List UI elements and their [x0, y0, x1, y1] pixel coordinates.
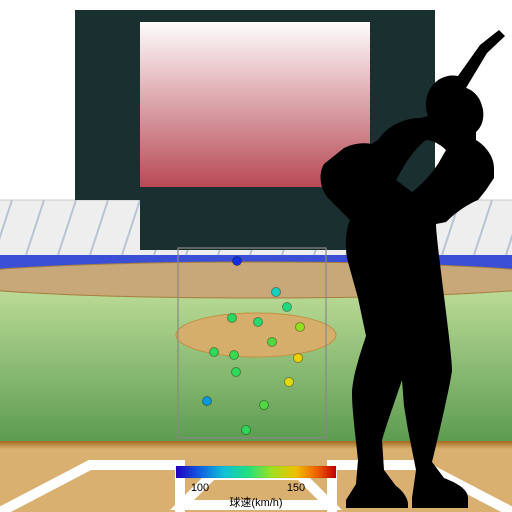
- pitch-location-chart: 100 150 球速(km/h): [0, 0, 512, 512]
- pitch-point: [294, 354, 303, 363]
- pitch-point: [260, 401, 269, 410]
- pitch-point: [228, 314, 237, 323]
- pitch-point: [272, 288, 281, 297]
- scoreboard-pillar: [140, 200, 370, 250]
- pitch-point: [283, 303, 292, 312]
- pitch-point: [254, 318, 263, 327]
- pitch-point: [268, 338, 277, 347]
- colorbar-tick-label: 150: [287, 482, 305, 494]
- pitch-point: [210, 348, 219, 357]
- colorbar: [176, 466, 336, 478]
- pitch-point: [203, 397, 212, 406]
- pitch-point: [285, 378, 294, 387]
- colorbar-axis-label: 球速(km/h): [229, 495, 282, 509]
- colorbar-tick-label: 100: [191, 482, 209, 494]
- pitch-point: [242, 426, 251, 435]
- pitch-point: [233, 257, 242, 266]
- pitch-point: [232, 368, 241, 377]
- pitch-point: [230, 351, 239, 360]
- pitch-point: [296, 323, 305, 332]
